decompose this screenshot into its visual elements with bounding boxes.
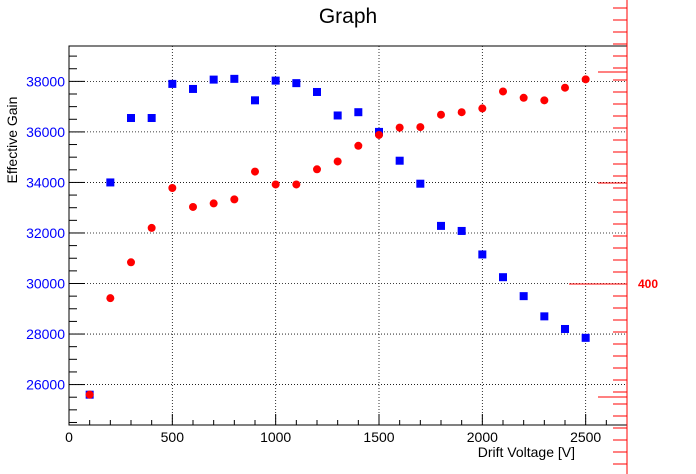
red-circle-point [209, 199, 218, 208]
blue-square-point [437, 221, 445, 230]
red-circle-point [437, 110, 445, 119]
blue-square-point [333, 111, 342, 120]
red-circle-point [416, 123, 425, 132]
red-circle-point [106, 294, 115, 303]
x-tick-label: 500 [161, 429, 185, 445]
blue-square-point [127, 114, 135, 123]
red-circle-point [292, 180, 301, 189]
blue-square-point [147, 114, 156, 123]
blue-square-point [354, 108, 363, 117]
red-circle-point [478, 104, 487, 113]
red-circle-point [271, 180, 280, 189]
x-axis: 0 500 1000 1500 2000 2500 [65, 414, 628, 445]
y-axis-label: Effective Gain [4, 97, 20, 184]
blue-square-point [499, 273, 507, 282]
x-tick-label: 2500 [570, 429, 601, 445]
red-circle-point [251, 167, 259, 176]
y-tick-label: 30000 [26, 276, 65, 292]
data-points [85, 74, 590, 399]
red-circle-point [375, 130, 383, 139]
x-tick-label: 1000 [260, 429, 291, 445]
blue-square-point [478, 250, 487, 259]
blue-square-point [581, 333, 590, 342]
red-circle-point [85, 390, 94, 399]
red-circle-point [127, 258, 135, 267]
blue-square-point [251, 96, 259, 105]
red-circle-point [168, 183, 177, 192]
y-tick-label: 26000 [26, 377, 65, 393]
red-circle-point [313, 165, 321, 174]
x-tick-label: 0 [65, 429, 73, 445]
blue-square-point [271, 76, 280, 85]
blue-square-point [313, 87, 321, 96]
red-circle-point [519, 93, 528, 102]
red-circle-point [395, 123, 404, 132]
x-axis-label: Drift Voltage [V] [478, 444, 575, 460]
blue-square-point [189, 84, 197, 93]
y-tick-label: 32000 [26, 225, 65, 241]
red-circle-point [581, 75, 590, 84]
blue-square-point [457, 226, 466, 235]
red-circle-point [499, 87, 507, 96]
blue-square-point [561, 324, 569, 333]
blue-square-point [395, 156, 404, 165]
grid-lines [68, 46, 627, 425]
red-circle-point [333, 157, 342, 166]
x-tick-label: 2000 [467, 429, 498, 445]
blue-square-point [519, 292, 528, 301]
blue-square-point [292, 79, 301, 88]
blue-square-point [416, 179, 425, 188]
chart-title: Graph [319, 5, 377, 28]
right-axis-label: 400 [638, 277, 658, 291]
blue-square-point [168, 79, 177, 88]
red-circle-point [561, 83, 569, 92]
x-tick-label: 1500 [363, 429, 394, 445]
y-tick-label: 34000 [26, 174, 65, 190]
red-circle-point [147, 223, 156, 232]
red-circle-point [457, 108, 466, 117]
blue-square-point [106, 178, 115, 187]
y-tick-label: 36000 [26, 124, 65, 140]
blue-square-point [540, 312, 549, 321]
y-axis: 26000 28000 30000 32000 34000 36000 38000 [26, 55, 85, 423]
right-axis: 400 [569, 0, 658, 474]
red-circle-point [540, 96, 549, 105]
red-circle-point [230, 195, 239, 204]
y-tick-label: 38000 [26, 73, 65, 89]
red-circle-point [354, 141, 363, 150]
red-circle-point [189, 202, 197, 211]
blue-square-point [209, 75, 218, 84]
blue-square-point [230, 74, 239, 83]
y-tick-label: 28000 [26, 326, 65, 342]
